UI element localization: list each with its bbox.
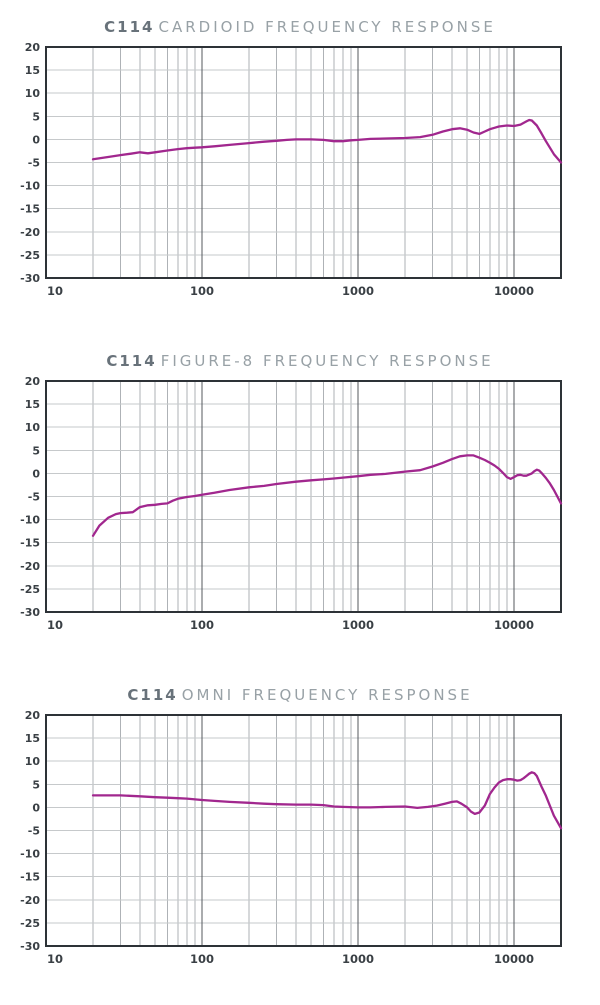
y-axis-tick-label: 10	[25, 87, 41, 100]
y-axis-tick-label: 5	[32, 444, 40, 457]
omni-chart-section: C114 OMNI FREQUENCY RESPONSE 20 15 10 5 0 -5 -1…	[0, 684, 600, 968]
y-axis-tick-label: -30	[20, 940, 40, 953]
x-axis-tick-label: 1000	[342, 284, 374, 298]
y-axis-tick-label: 15	[25, 64, 40, 77]
x-axis-tick-label: 100	[190, 284, 214, 298]
y-axis-tick-label: -25	[20, 249, 40, 262]
y-axis-tick-label: -5	[28, 491, 40, 504]
y-axis-tick-label: 10	[25, 421, 41, 434]
y-axis-tick-label: 15	[25, 398, 40, 411]
x-axis-tick-label: 100	[190, 952, 214, 966]
x-axis-tick-label: 10	[47, 952, 63, 966]
y-axis-tick-label: 10	[25, 755, 41, 768]
chart-title-text: OMNI FREQUENCY RESPONSE	[181, 686, 473, 704]
figure8-chart-title: C114 FIGURE-8 FREQUENCY RESPONSE	[0, 350, 600, 372]
y-axis-tick-label: 15	[25, 732, 40, 745]
x-axis-tick-label: 100	[190, 618, 214, 632]
y-axis-tick-label: -5	[28, 157, 40, 170]
grid-lines	[46, 47, 561, 278]
y-axis-tick-label: 0	[32, 133, 40, 146]
y-axis-tick-label: -15	[20, 203, 40, 216]
y-axis-tick-label: -10	[20, 180, 40, 193]
y-axis-tick-label: -20	[20, 226, 40, 239]
y-axis-tick-label: -20	[20, 894, 40, 907]
y-axis-tick-label: 20	[25, 709, 41, 722]
omni-chart-title: C114 OMNI FREQUENCY RESPONSE	[0, 684, 600, 706]
y-axis-tick-label: -15	[20, 871, 40, 884]
y-axis-tick-label: 0	[32, 467, 40, 480]
x-axis-tick-label: 10	[47, 618, 63, 632]
y-axis-tick-label: -20	[20, 560, 40, 573]
y-axis-tick-label: -30	[20, 272, 40, 285]
y-axis-tick-label: 5	[32, 778, 40, 791]
x-axis-tick-label: 10000	[494, 618, 534, 632]
y-axis-tick-label: -25	[20, 917, 40, 930]
y-axis-tick-label: 0	[32, 801, 40, 814]
y-axis-tick-label: 5	[32, 110, 40, 123]
y-axis-tick-label: -15	[20, 537, 40, 550]
x-axis-tick-label: 10000	[494, 284, 534, 298]
figure8-chart-section: C114 FIGURE-8 FREQUENCY RESPONSE 20 15 10 5 0…	[0, 350, 600, 634]
y-axis-tick-label: -10	[20, 514, 40, 527]
chart-title-model: C114	[106, 352, 157, 370]
chart-title-text: CARDIOID FREQUENCY RESPONSE	[158, 18, 496, 36]
grid-lines	[46, 381, 561, 612]
plot-border	[45, 380, 562, 613]
figure8-frequency-response-chart: 20 15 10 5 0 -5 -10 -15 -20 -25 -30 10 100 1000 10000	[20, 375, 563, 632]
x-axis-tick-label: 1000	[342, 618, 374, 632]
x-axis-tick-label: 10	[47, 284, 63, 298]
plot-border	[45, 714, 562, 947]
frequency-response-curve	[91, 118, 563, 164]
chart-title-model: C114	[104, 18, 155, 36]
chart-title-model: C114	[127, 686, 178, 704]
x-axis-tick-label: 10000	[494, 952, 534, 966]
y-axis-tick-label: -5	[28, 825, 40, 838]
y-axis-tick-label: 20	[25, 41, 41, 54]
y-axis-tick-label: 20	[25, 375, 41, 388]
cardioid-chart-section: C114 CARDIOID FREQUENCY RESPONSE 20 15 10 5 0…	[0, 16, 600, 300]
chart-title-text: FIGURE-8 FREQUENCY RESPONSE	[160, 352, 494, 370]
cardioid-frequency-response-chart: 20 15 10 5 0 -5 -10 -15 -20 -25 -30 10 100 1000 10000	[20, 41, 563, 298]
frequency-response-curve	[91, 771, 563, 830]
omni-frequency-response-chart: 20 15 10 5 0 -5 -10 -15 -20 -25 -30 10 100 1000 10000	[20, 709, 563, 966]
x-axis-tick-label: 1000	[342, 952, 374, 966]
frequency-response-curve	[91, 454, 563, 537]
y-axis-tick-label: -25	[20, 583, 40, 596]
y-axis-tick-label: -30	[20, 606, 40, 619]
grid-lines	[46, 715, 561, 946]
y-axis-tick-label: -10	[20, 848, 40, 861]
cardioid-chart-title: C114 CARDIOID FREQUENCY RESPONSE	[0, 16, 600, 38]
